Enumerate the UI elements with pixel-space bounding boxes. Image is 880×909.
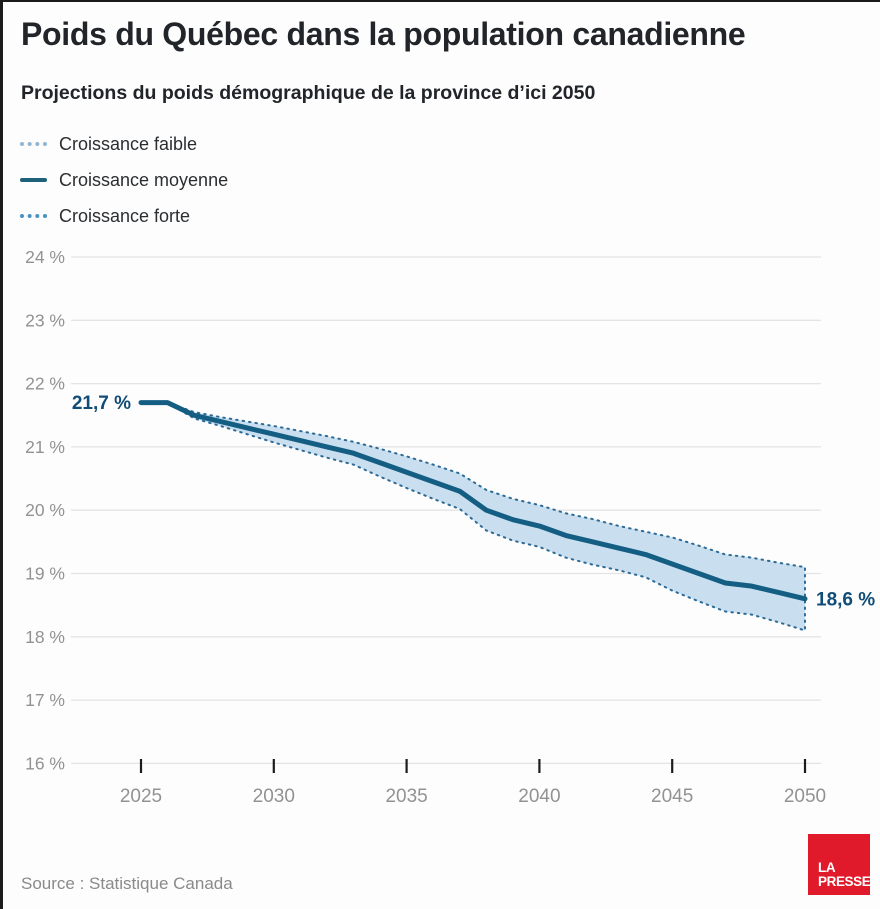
x-axis-label: 2050 — [784, 786, 826, 807]
legend-item-croissance-moyenne: Croissance moyenne — [20, 162, 228, 198]
confidence-band — [141, 401, 806, 632]
page-title: Poids du Québec dans la population canad… — [21, 16, 746, 52]
legend-label: Croissance faible — [59, 133, 198, 154]
lapresse-logo: LA PRESSE — [808, 834, 871, 895]
line-croissance-moyenne — [138, 400, 808, 602]
logo-text-presse: PRESSE — [818, 874, 871, 890]
y-axis-label: 21 % — [25, 437, 65, 457]
y-axis-label: 19 % — [25, 564, 65, 584]
legend-item-croissance-faible: Croissance faible — [20, 126, 228, 162]
y-axis-label: 17 % — [25, 690, 65, 710]
source-text: Source : Statistique Canada — [21, 874, 233, 893]
y-axis-label: 23 % — [25, 310, 65, 330]
y-axis-label: 20 % — [25, 500, 65, 520]
x-axis-label: 2025 — [120, 786, 162, 807]
page-subtitle: Projections du poids démographique de la… — [21, 82, 596, 104]
legend-item-croissance-forte: Croissance forte — [20, 198, 228, 234]
y-axis-label: 18 % — [25, 627, 65, 647]
x-axis-label: 2045 — [651, 786, 693, 807]
x-axis-label: 2035 — [385, 786, 427, 807]
x-axis-label: 2030 — [253, 786, 295, 807]
y-axis-label: 24 % — [25, 247, 65, 267]
annotation-start-value: 21,7 % — [72, 393, 131, 414]
y-axis-label: 22 % — [25, 374, 65, 394]
projection-line-chart: 24 % 23 % 22 % 21 % 20 % 19 % 18 % 17 % 16 % 2025… — [25, 247, 875, 807]
legend-swatch-dotted-forte-icon — [20, 214, 47, 218]
legend-swatch-solid-moyenne-icon — [20, 178, 47, 182]
chart-legend: Croissance faible Croissance moyenne Cro… — [20, 126, 228, 234]
legend-swatch-dotted-faible-icon — [20, 142, 47, 146]
legend-label: Croissance forte — [59, 205, 191, 226]
x-axis-label: 2040 — [518, 786, 560, 807]
annotation-end-value: 18,6 % — [816, 589, 875, 610]
y-axis-label: 16 % — [25, 753, 65, 773]
legend-label: Croissance moyenne — [59, 169, 229, 190]
logo-text-la: LA — [818, 859, 836, 875]
